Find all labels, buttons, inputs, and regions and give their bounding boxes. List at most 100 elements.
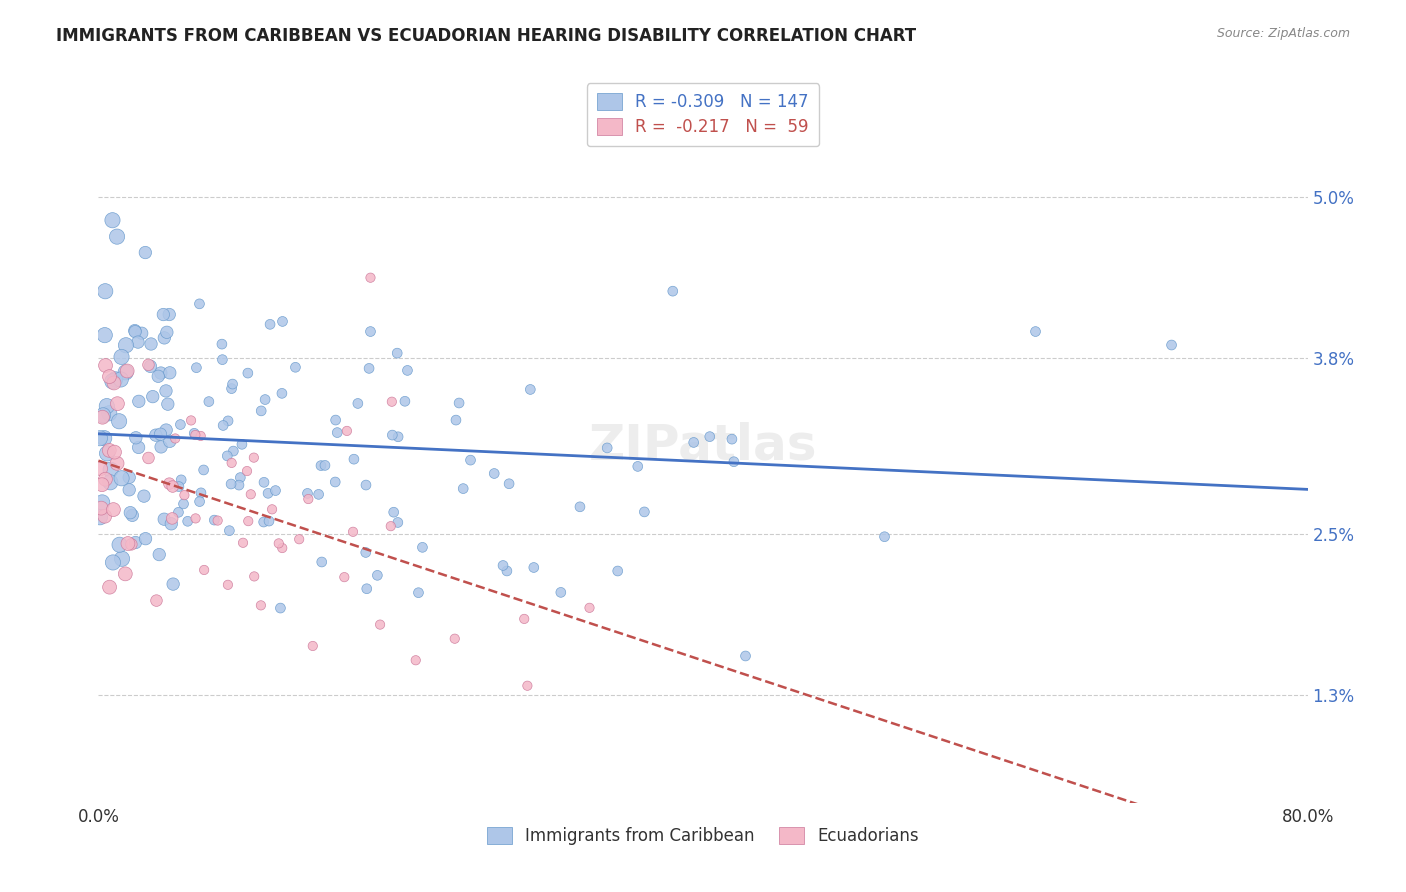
Point xyxy=(1160,338,1182,352)
Point xyxy=(128,441,150,455)
Point xyxy=(149,366,172,380)
Point xyxy=(460,453,482,467)
Point xyxy=(297,486,319,500)
Point xyxy=(157,308,180,322)
Point xyxy=(236,366,259,380)
Point xyxy=(236,464,259,478)
Point xyxy=(124,325,146,339)
Point xyxy=(132,489,155,503)
Point xyxy=(115,338,138,352)
Point xyxy=(519,383,541,397)
Point xyxy=(139,337,162,351)
Point xyxy=(217,578,239,592)
Point xyxy=(606,564,628,578)
Point xyxy=(661,284,683,298)
Point xyxy=(342,524,364,539)
Point xyxy=(148,369,170,384)
Point xyxy=(405,653,427,667)
Point xyxy=(381,394,404,409)
Point xyxy=(190,486,212,500)
Point xyxy=(98,475,121,490)
Text: IMMIGRANTS FROM CARIBBEAN VS ECUADORIAN HEARING DISABILITY CORRELATION CHART: IMMIGRANTS FROM CARIBBEAN VS ECUADORIAN … xyxy=(56,27,917,45)
Point xyxy=(111,551,134,566)
Point xyxy=(190,429,212,443)
Point xyxy=(387,516,409,530)
Point xyxy=(357,361,380,376)
Point xyxy=(105,456,128,470)
Point xyxy=(128,394,150,409)
Point xyxy=(380,519,402,533)
Point xyxy=(207,514,229,528)
Point xyxy=(98,443,121,458)
Point xyxy=(157,476,180,491)
Point xyxy=(228,478,250,492)
Point xyxy=(221,382,243,396)
Point xyxy=(723,455,745,469)
Point xyxy=(257,514,280,528)
Point xyxy=(96,446,118,460)
Point xyxy=(231,437,253,451)
Point xyxy=(550,585,572,599)
Point xyxy=(484,467,506,481)
Text: Source: ZipAtlas.com: Source: ZipAtlas.com xyxy=(1216,27,1350,40)
Point xyxy=(120,506,142,520)
Point xyxy=(627,459,650,474)
Point xyxy=(347,396,370,410)
Point xyxy=(103,445,125,459)
Point xyxy=(222,444,245,458)
Point xyxy=(94,359,117,373)
Point xyxy=(254,392,277,407)
Point xyxy=(253,475,276,490)
Point xyxy=(238,514,260,528)
Point xyxy=(354,545,377,559)
Point xyxy=(262,502,284,516)
Point xyxy=(250,404,273,418)
Point xyxy=(153,331,176,345)
Point xyxy=(94,472,117,486)
Point xyxy=(118,483,141,497)
Point xyxy=(186,360,208,375)
Point xyxy=(156,326,179,340)
Point xyxy=(516,679,538,693)
Point xyxy=(124,535,146,549)
Point xyxy=(104,372,127,386)
Point xyxy=(91,477,114,491)
Text: ZIPatlas: ZIPatlas xyxy=(589,422,817,470)
Point xyxy=(297,491,319,506)
Point xyxy=(105,229,128,244)
Point xyxy=(153,512,176,526)
Point xyxy=(873,530,896,544)
Point xyxy=(98,580,121,594)
Point xyxy=(444,413,467,427)
Point xyxy=(142,390,165,404)
Point xyxy=(202,513,225,527)
Point xyxy=(271,314,294,328)
Point xyxy=(91,410,114,425)
Point xyxy=(721,432,744,446)
Point xyxy=(243,450,266,465)
Point xyxy=(93,431,115,445)
Point xyxy=(167,505,190,519)
Point xyxy=(135,532,157,546)
Point xyxy=(183,426,205,441)
Point xyxy=(325,413,347,427)
Point xyxy=(94,328,117,343)
Point xyxy=(366,568,388,582)
Point xyxy=(148,548,170,562)
Point xyxy=(121,508,143,523)
Point xyxy=(114,566,136,581)
Point xyxy=(326,425,349,440)
Point xyxy=(211,352,233,367)
Point xyxy=(98,369,121,384)
Point xyxy=(103,376,125,390)
Point xyxy=(1327,338,1350,352)
Point xyxy=(170,473,193,487)
Point xyxy=(139,359,162,374)
Point xyxy=(309,458,332,473)
Point xyxy=(336,424,359,438)
Point xyxy=(198,394,221,409)
Point xyxy=(108,414,131,428)
Point xyxy=(323,475,346,489)
Point xyxy=(101,374,124,388)
Point xyxy=(301,639,323,653)
